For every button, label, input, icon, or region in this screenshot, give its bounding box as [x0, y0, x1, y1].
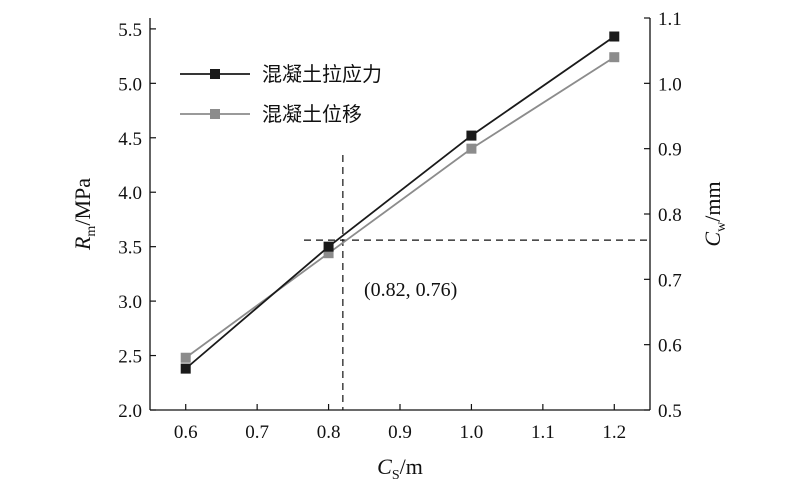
series-line: [185, 35, 615, 370]
right-axis-title: Cw/mm: [700, 181, 729, 246]
left-tick-label: 2.5: [118, 347, 142, 368]
right-tick-label: 0.5: [658, 401, 682, 422]
x-tick-label: 0.7: [245, 422, 269, 443]
reference-lines: [304, 155, 650, 410]
intersection-annotation: (0.82, 0.76): [364, 279, 457, 301]
right-tick-label: 1.1: [658, 9, 682, 30]
x-tick-label: 1.2: [602, 422, 626, 443]
data-point: [323, 248, 334, 259]
plot-frame: [149, 18, 651, 411]
data-point: [323, 241, 334, 252]
left-axis-ticks: 2.0 2.5 3.0 3.5 4.0 4.5 5.0 5.5: [118, 20, 156, 422]
legend-label: 混凝土位移: [262, 102, 362, 126]
left-tick-label: 5.0: [118, 74, 142, 95]
x-axis-title-unit: /m: [400, 454, 423, 479]
left-axis-title: Rm/MPa: [70, 178, 99, 251]
left-tick-label: 4.0: [118, 183, 142, 204]
data-point: [180, 363, 191, 374]
x-tick-label: 0.8: [317, 422, 341, 443]
legend-swatch-marker: [210, 69, 220, 79]
x-axis-title: CS/m: [377, 454, 423, 483]
x-tick-label: 1.0: [460, 422, 484, 443]
left-axis-title-unit: /MPa: [70, 178, 95, 226]
right-tick-label: 0.9: [658, 140, 682, 161]
left-axis-title-sub: m: [84, 226, 99, 237]
x-axis-title-main: C: [377, 454, 392, 479]
right-tick-label: 0.8: [658, 205, 682, 226]
legend-swatch-marker: [210, 109, 220, 119]
x-ticks: 0.6 0.7 0.8 0.9 1.0 1.1 1.2: [174, 404, 626, 443]
series-layer: [180, 31, 620, 374]
left-tick-label: 4.5: [118, 129, 142, 150]
data-point: [180, 352, 191, 363]
left-tick-label: 3.0: [118, 292, 142, 313]
series-line: [185, 56, 615, 359]
right-tick-label: 1.0: [658, 74, 682, 95]
right-tick-label: 0.7: [658, 270, 682, 291]
right-axis-title-sub: w: [714, 221, 729, 232]
x-tick-label: 0.9: [388, 422, 412, 443]
left-tick-label: 3.5: [118, 238, 142, 259]
legend-label: 混凝土拉应力: [262, 62, 382, 86]
right-axis-title-unit: /mm: [700, 181, 725, 221]
x-tick-label: 1.1: [531, 422, 555, 443]
data-point: [466, 143, 477, 154]
right-tick-label: 0.6: [658, 336, 682, 357]
data-point: [466, 130, 477, 141]
x-tick-label: 0.6: [174, 422, 198, 443]
left-tick-label: 5.5: [118, 20, 142, 41]
x-axis-title-sub: S: [392, 468, 400, 483]
right-axis-ticks: 0.5 0.6 0.7 0.8 0.9 1.0 1.1: [644, 9, 682, 422]
left-tick-label: 2.0: [118, 401, 142, 422]
data-point: [609, 52, 620, 63]
data-point: [609, 31, 620, 42]
right-axis-title-main: C: [700, 232, 725, 247]
left-axis-title-main: R: [70, 236, 95, 251]
